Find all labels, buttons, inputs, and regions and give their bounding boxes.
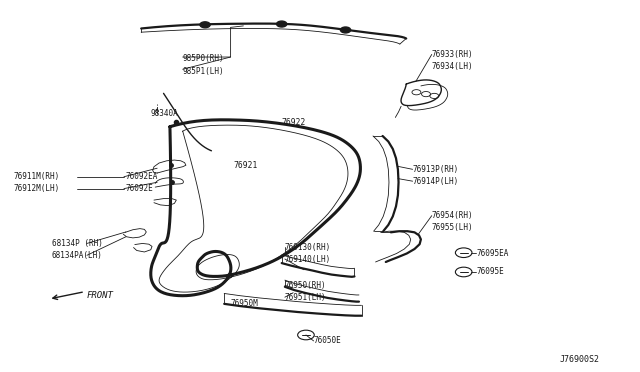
Text: 76950(RH): 76950(RH) [285,281,326,290]
Text: 76050E: 76050E [314,336,341,346]
Text: 68134P (RH): 68134P (RH) [52,239,102,248]
Text: J76900S2: J76900S2 [559,355,600,364]
Circle shape [276,21,287,27]
Text: 76951(LH): 76951(LH) [285,293,326,302]
Text: 76095E: 76095E [476,267,504,276]
Text: 76921: 76921 [234,161,258,170]
Text: 76911M(RH): 76911M(RH) [13,172,60,181]
Circle shape [200,22,210,28]
Text: 76934(LH): 76934(LH) [432,62,474,71]
Text: 76092EA: 76092EA [125,172,157,181]
Text: 76913P(RH): 76913P(RH) [413,165,459,174]
Text: 76922: 76922 [282,119,306,128]
Text: 68134PA(LH): 68134PA(LH) [52,251,102,260]
Text: 769140(LH): 769140(LH) [285,254,331,263]
Circle shape [340,27,351,33]
Text: 76955(LH): 76955(LH) [432,223,474,232]
Text: 76954(RH): 76954(RH) [432,211,474,220]
Text: 76914P(LH): 76914P(LH) [413,177,459,186]
Text: FRONT: FRONT [87,291,114,300]
Text: 98340A: 98340A [151,109,179,118]
Text: 985P1(LH): 985P1(LH) [182,67,225,76]
Text: 769130(RH): 769130(RH) [285,243,331,251]
Text: 76912M(LH): 76912M(LH) [13,184,60,193]
Text: 76095EA: 76095EA [476,249,509,258]
Text: 76092E: 76092E [125,184,153,193]
Text: 76933(RH): 76933(RH) [432,50,474,59]
Text: 985P0(RH): 985P0(RH) [182,54,225,62]
Text: 76950M: 76950M [230,299,259,308]
